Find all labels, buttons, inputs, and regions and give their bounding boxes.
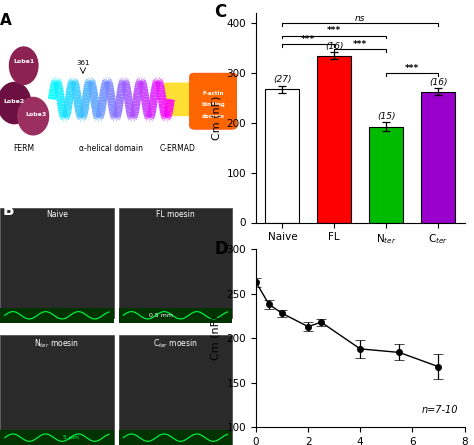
Text: Naive: Naive (46, 210, 68, 219)
Text: Lobe1: Lobe1 (13, 60, 34, 65)
Text: Moesin: Moesin (372, 265, 411, 275)
Text: (16): (16) (325, 42, 344, 51)
Text: Lobe2: Lobe2 (4, 99, 25, 104)
Bar (118, 335, 232, 445)
Text: 0.5 mm: 0.5 mm (149, 313, 173, 318)
Bar (421, 92, 455, 222)
Text: ***: *** (405, 64, 419, 73)
Text: N$_{ter}$ moesin: N$_{ter}$ moesin (34, 337, 80, 350)
Text: (16): (16) (429, 77, 447, 86)
Text: D: D (214, 240, 228, 258)
Bar (369, 127, 403, 222)
Bar (265, 89, 299, 222)
Text: FERM: FERM (13, 144, 34, 153)
Bar (118, 430, 232, 445)
Text: C: C (214, 3, 227, 21)
Text: C$_{ter}$ moesin: C$_{ter}$ moesin (153, 337, 198, 350)
Text: 5 μm: 5 μm (63, 435, 79, 440)
Text: (15): (15) (377, 112, 395, 121)
Text: Lobe3: Lobe3 (25, 112, 46, 117)
Text: 361: 361 (76, 60, 90, 66)
Text: ns: ns (355, 14, 365, 23)
Text: B: B (2, 202, 14, 218)
Text: n=7-10: n=7-10 (422, 405, 458, 415)
Ellipse shape (0, 82, 31, 124)
Bar (0, 335, 114, 445)
Bar (0, 308, 114, 323)
Bar (118, 207, 232, 318)
Bar (0, 207, 114, 318)
Text: ***: *** (301, 35, 315, 44)
Text: C-ERMAD: C-ERMAD (160, 144, 196, 153)
Bar (0, 430, 114, 445)
FancyBboxPatch shape (190, 73, 237, 129)
Ellipse shape (9, 47, 38, 85)
Text: domain: domain (202, 113, 225, 119)
Text: ***: *** (327, 26, 341, 35)
Y-axis label: Cm (nF): Cm (nF) (211, 96, 221, 140)
Text: binding: binding (201, 102, 225, 107)
FancyBboxPatch shape (164, 82, 192, 116)
Text: A: A (0, 13, 12, 28)
Bar (118, 308, 232, 323)
Bar (318, 56, 351, 222)
Y-axis label: Cm (nF): Cm (nF) (211, 316, 221, 360)
Text: ***: *** (353, 40, 367, 49)
Ellipse shape (18, 97, 48, 135)
Text: F-actin: F-actin (202, 91, 224, 96)
Text: (27): (27) (273, 75, 292, 84)
Text: α-helical domain: α-helical domain (79, 144, 144, 153)
Text: FL moesin: FL moesin (156, 210, 195, 219)
